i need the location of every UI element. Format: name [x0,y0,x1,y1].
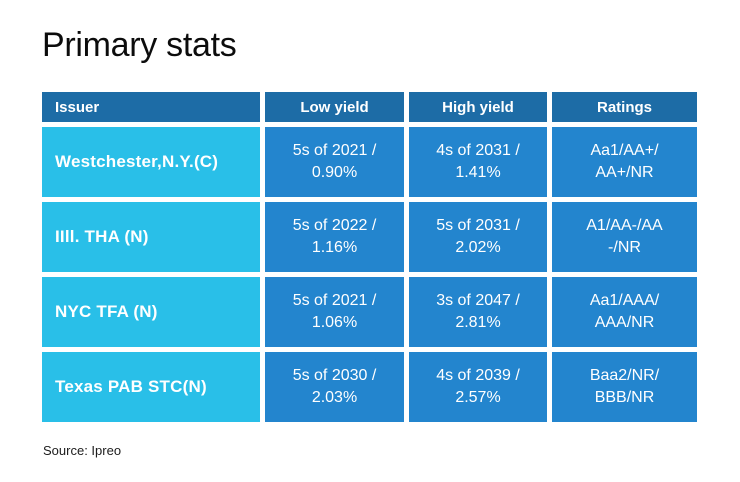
high-yield-cell: 4s of 2031 / 1.41% [409,127,547,197]
issuer-cell: IIll. THA (N) [42,202,260,272]
high-yield-cell: 5s of 2031 / 2.02% [409,202,547,272]
column-header-low-yield: Low yield [265,92,404,122]
ratings-cell: Baa2/NR/ BBB/NR [552,352,697,422]
ratings-cell: A1/AA-/AA -/NR [552,202,697,272]
low-yield-cell: 5s of 2030 / 2.03% [265,352,404,422]
low-yield-cell: 5s of 2022 / 1.16% [265,202,404,272]
page-title: Primary stats [42,26,237,64]
low-yield-cell: 5s of 2021 / 1.06% [265,277,404,347]
low-yield-cell: 5s of 2021 / 0.90% [265,127,404,197]
high-yield-cell: 3s of 2047 / 2.81% [409,277,547,347]
primary-stats-table: Issuer Low yield High yield Ratings West… [42,92,697,422]
source-note: Source: Ipreo [43,443,122,458]
issuer-cell: Texas PAB STC(N) [42,352,260,422]
column-header-ratings: Ratings [552,92,697,122]
ratings-cell: Aa1/AA+/ AA+/NR [552,127,697,197]
issuer-cell: Westchester,N.Y.(C) [42,127,260,197]
high-yield-cell: 4s of 2039 / 2.57% [409,352,547,422]
ratings-cell: Aa1/AAA/ AAA/NR [552,277,697,347]
issuer-cell: NYC TFA (N) [42,277,260,347]
column-header-high-yield: High yield [409,92,547,122]
column-header-issuer: Issuer [42,92,260,122]
